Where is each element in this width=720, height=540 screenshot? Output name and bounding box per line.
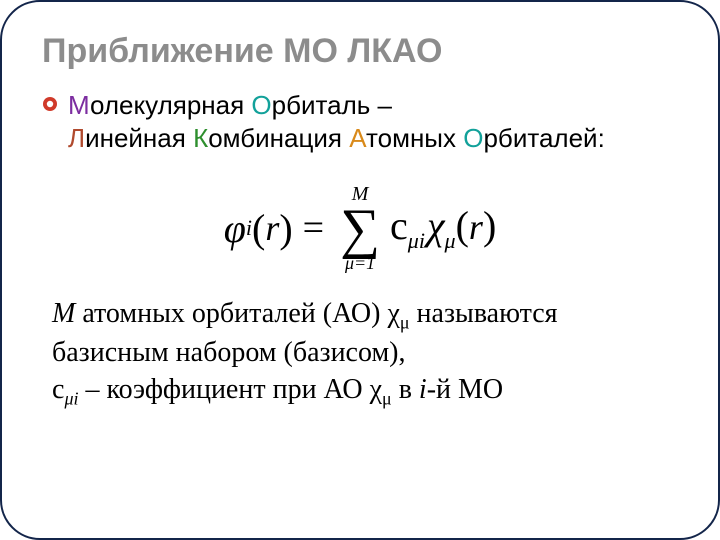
sub-mu: μ xyxy=(400,313,410,333)
lcao-formula: φi(r) = M ∑ μ=1 cμi χμ(r) xyxy=(224,184,497,272)
bullet-icon xyxy=(42,96,58,117)
sum-lower: μ=1 xyxy=(345,254,375,272)
M-var: M xyxy=(52,298,75,329)
r2: r xyxy=(469,207,483,247)
sub-mui: μi xyxy=(408,228,425,253)
coefficient: cμi xyxy=(390,202,425,254)
txt: – коэффициент при АО χ xyxy=(78,374,382,405)
txt: атомных орбиталей (АО) χ xyxy=(75,298,400,329)
equals: = xyxy=(303,206,324,250)
lpar: ( xyxy=(252,205,265,252)
hl-K: К xyxy=(193,123,208,153)
phi-i-r: φi(r) xyxy=(224,205,293,252)
slide-title: Приближение МО ЛКАО xyxy=(42,32,678,71)
txt: -й МО xyxy=(427,374,503,405)
desc-line-2: базисным набором (базисом), xyxy=(52,335,678,371)
i-var: i xyxy=(419,374,427,405)
formula-block: φi(r) = M ∑ μ=1 cμi χμ(r) xyxy=(42,184,678,272)
sum-symbol: M ∑ μ=1 xyxy=(340,184,380,272)
rpar: ) xyxy=(279,205,292,252)
txt: инейная xyxy=(85,123,193,153)
txt: в xyxy=(392,374,419,405)
txt: олекулярная xyxy=(90,90,251,120)
desc-line-3: cμi – коэффициент при АО χμ в i-й МО xyxy=(52,372,678,411)
c: c xyxy=(390,203,408,248)
sub-mui: μi xyxy=(64,388,78,408)
hl-M: М xyxy=(68,90,90,120)
sigma-icon: ∑ xyxy=(340,204,380,254)
description-block: M атомных орбиталей (АО) χμ называются б… xyxy=(52,296,678,410)
chi: χ xyxy=(427,203,445,248)
sub-mu: μ xyxy=(445,228,456,253)
slide-frame: Приближение МО ЛКАО Молекулярная Орбитал… xyxy=(0,0,720,540)
definition-line-1: Молекулярная Орбиталь – xyxy=(68,89,605,122)
sub-mu2: μ xyxy=(382,388,392,408)
phi: φ xyxy=(224,205,246,252)
txt: рбиталь – xyxy=(272,90,392,120)
definition-block: Молекулярная Орбиталь – Линейная Комбина… xyxy=(42,89,678,154)
lpar2: ( xyxy=(456,203,469,248)
hl-L: Л xyxy=(68,123,85,153)
r: r xyxy=(265,207,279,249)
hl-O2: О xyxy=(463,123,483,153)
chi-mu-r: χμ(r) xyxy=(427,202,496,254)
hl-O1: О xyxy=(251,90,271,120)
txt: называются xyxy=(410,298,558,329)
txt: томных xyxy=(366,123,463,153)
rpar2: ) xyxy=(483,203,496,248)
txt: рбиталей: xyxy=(483,123,604,153)
c-var: c xyxy=(52,374,64,405)
desc-line-1: M атомных орбиталей (АО) χμ называются xyxy=(52,296,678,335)
hl-A: А xyxy=(349,123,366,153)
definition-text: Молекулярная Орбиталь – Линейная Комбина… xyxy=(68,89,605,154)
definition-line-2: Линейная Комбинация Атомных Орбиталей: xyxy=(68,122,605,155)
txt: омбинация xyxy=(208,123,349,153)
